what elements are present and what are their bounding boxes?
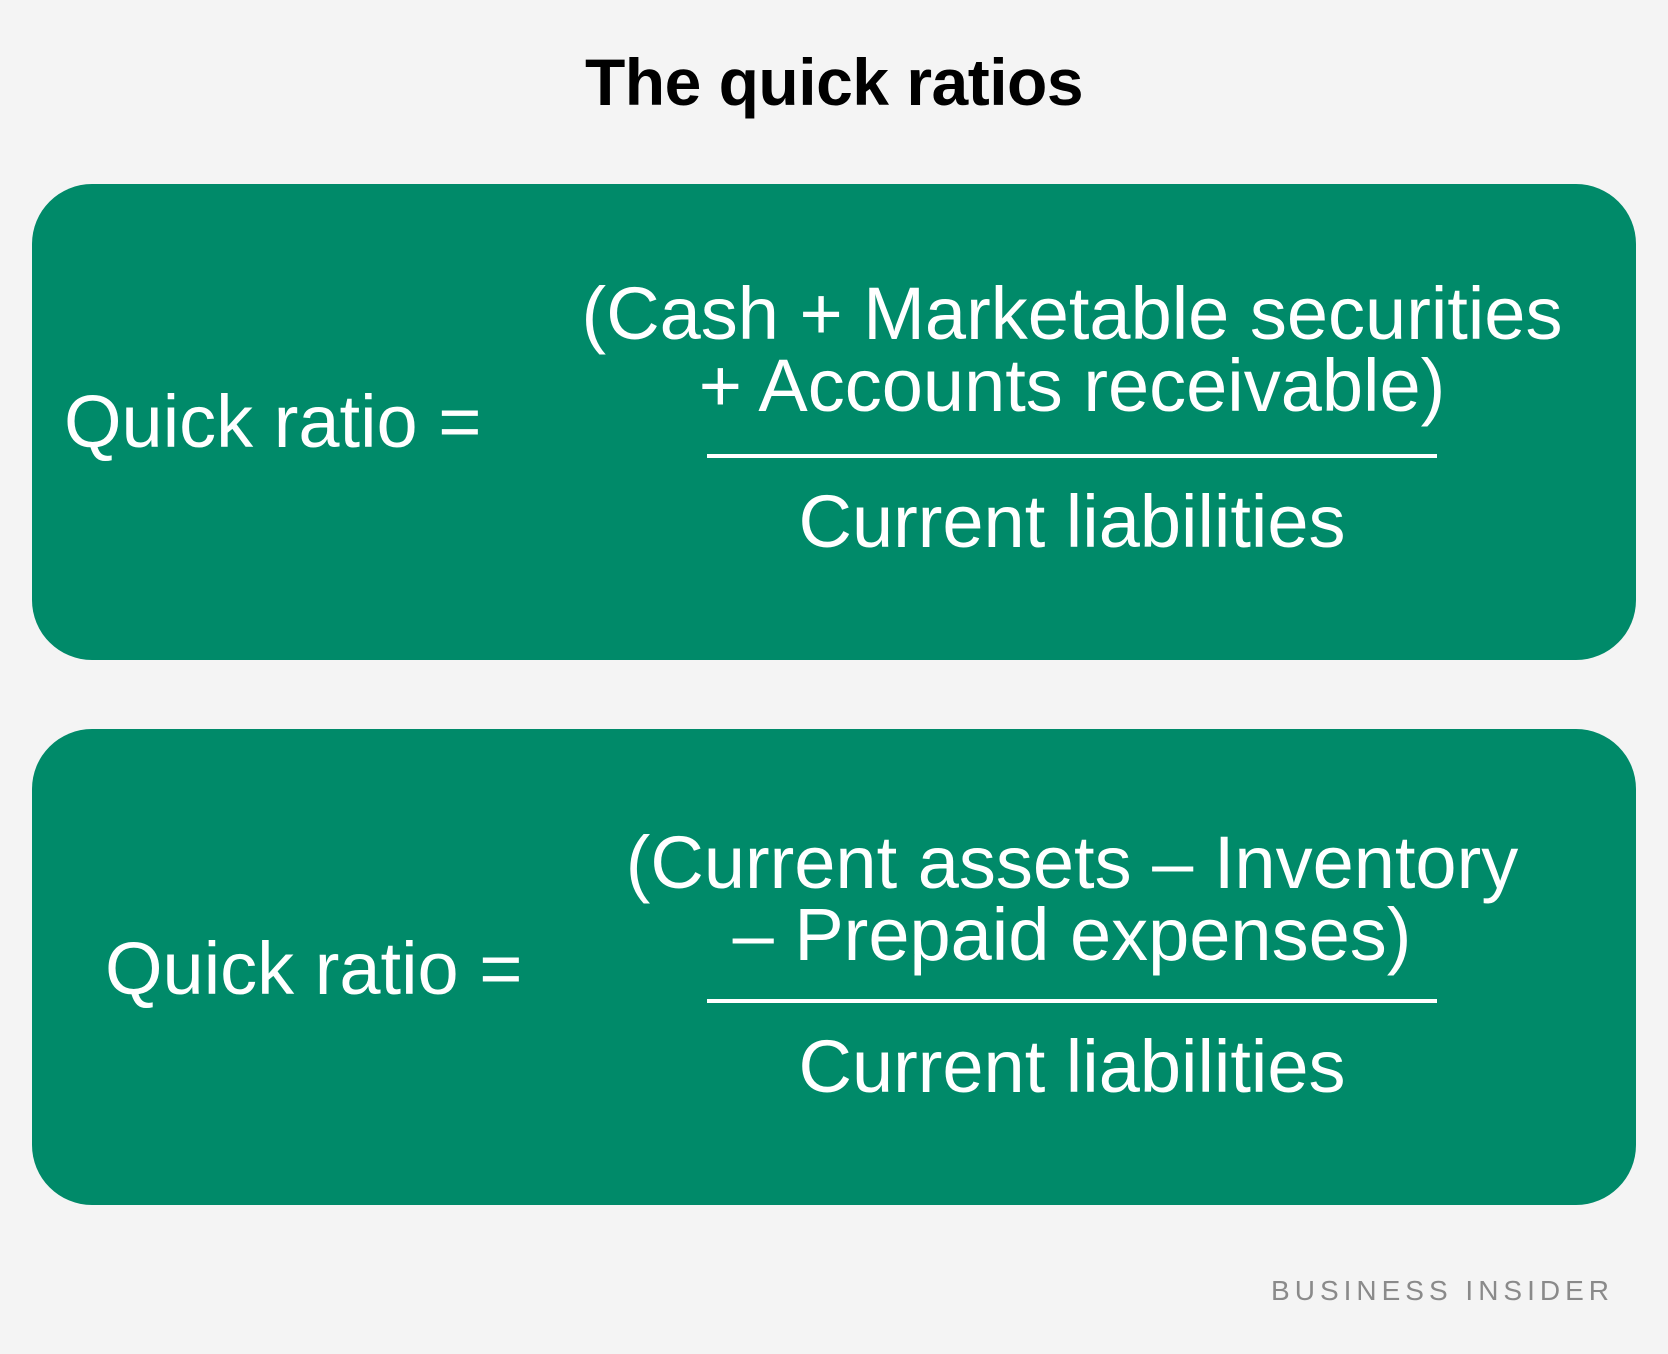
brand-logo-text: BUSINESS INSIDER [1271,1275,1614,1306]
fraction-bar [707,999,1437,1003]
numerator-line-2: – Prepaid expenses) [732,893,1412,976]
formula-denominator: Current liabilities [798,480,1346,563]
formula-numerator: (Cash + Marketable securities + Accounts… [522,272,1622,427]
page-title: The quick ratios [584,45,1084,119]
formula-lhs: Quick ratio = [105,927,523,1010]
formula-denominator: Current liabilities [798,1025,1346,1108]
numerator-line-1: (Current assets – Inventory [625,821,1519,904]
fraction-bar [707,454,1437,458]
numerator-line-1: (Cash + Marketable securities [581,272,1563,355]
numerator-line-2: + Accounts receivable) [698,344,1446,427]
formula-card-2: Quick ratio = (Current assets – Inventor… [32,729,1636,1205]
formula-card-1: Quick ratio = (Cash + Marketable securit… [32,184,1636,660]
formula-lhs: Quick ratio = [64,380,482,463]
formula-numerator: (Current assets – Inventory – Prepaid ex… [522,821,1622,976]
